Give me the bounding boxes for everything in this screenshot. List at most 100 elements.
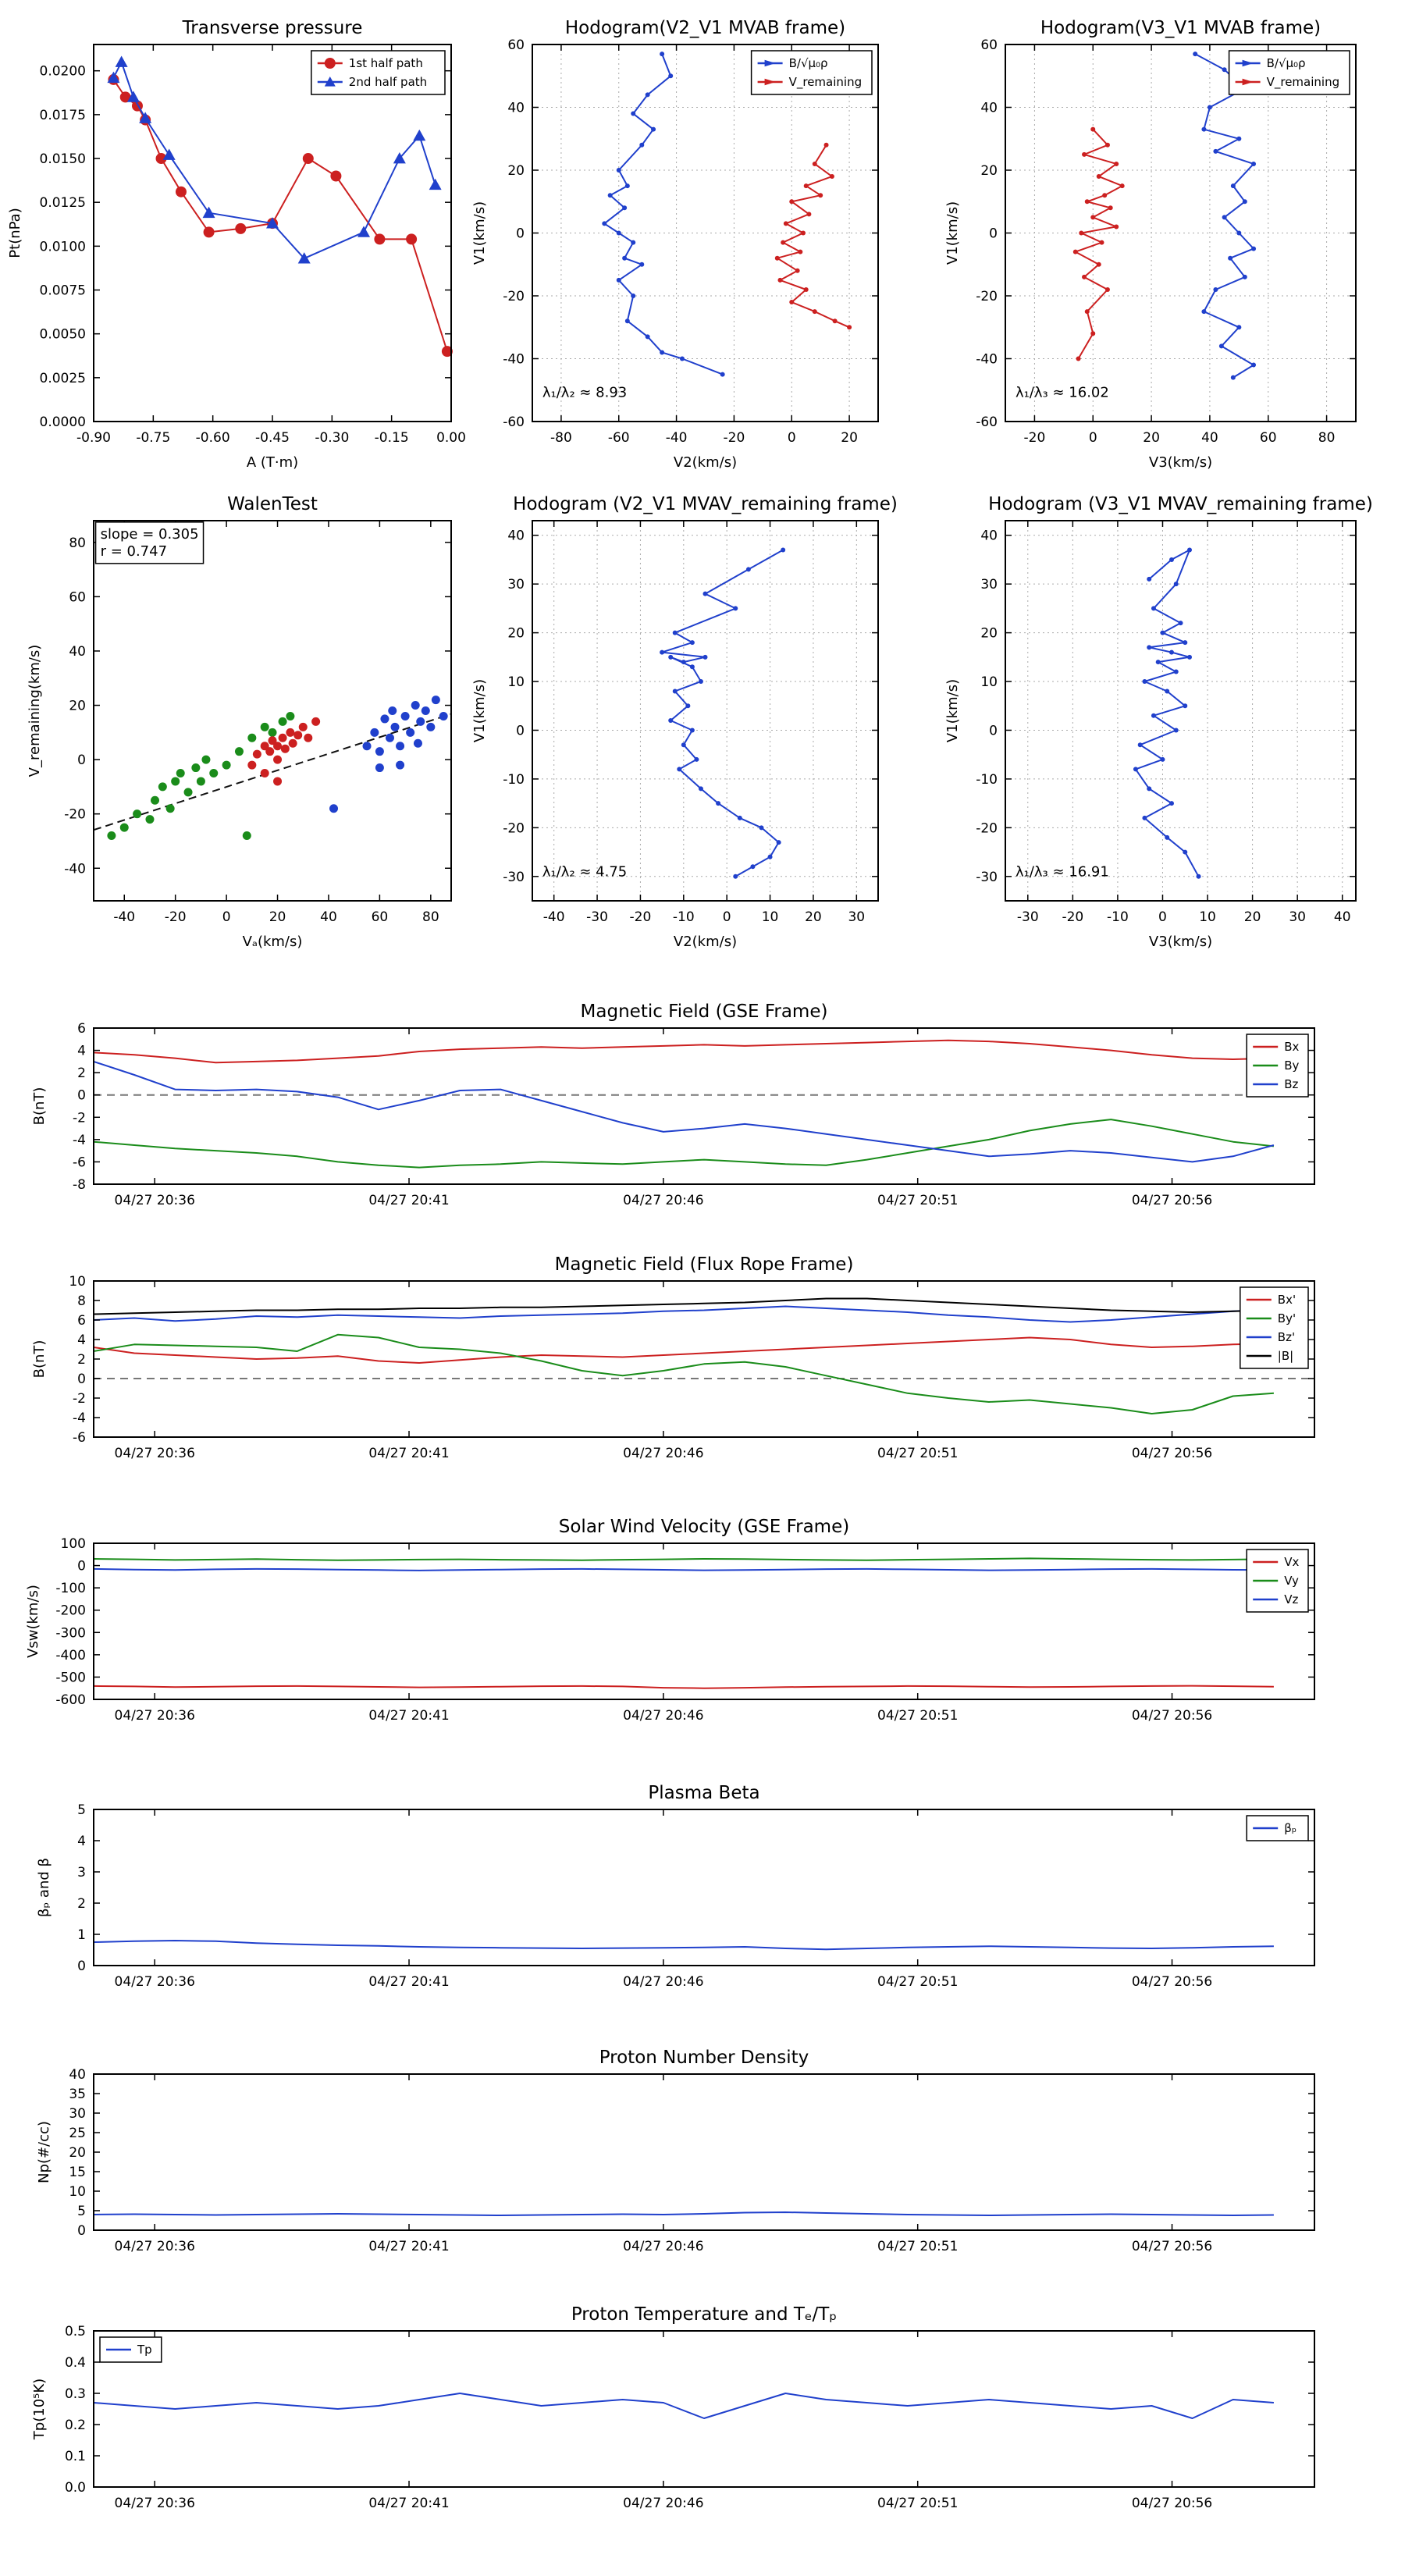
dot-marker (806, 212, 812, 217)
circle-marker (107, 831, 116, 841)
chart-title: Transverse pressure (182, 18, 363, 38)
dot-marker (1151, 606, 1156, 611)
x-tick-label: 20 (805, 909, 822, 925)
x-tick-label: 04/27 20:51 (877, 1446, 958, 1461)
circle-marker (302, 153, 314, 165)
dot-marker (1213, 286, 1218, 292)
circle-marker (260, 722, 269, 731)
dot-marker (1147, 645, 1152, 650)
y-tick-label: 4 (77, 1834, 86, 1849)
circle-marker (288, 738, 297, 748)
x-tick-label: 04/27 20:36 (115, 2239, 195, 2254)
circle-marker (222, 760, 231, 770)
dot-marker (677, 767, 682, 772)
dot-marker (1079, 230, 1084, 236)
x-tick-label: 60 (372, 909, 389, 925)
dot-marker (1082, 274, 1087, 279)
dot-marker (1230, 375, 1236, 380)
circle-marker (396, 742, 405, 751)
y-axis-label: V1(km/s) (471, 201, 488, 265)
circle-marker (133, 809, 142, 819)
circle-marker (298, 722, 308, 731)
y-tick-label: 20 (980, 163, 998, 179)
y-tick-label: 40 (69, 644, 86, 660)
dot-marker (1183, 640, 1188, 646)
y-tick-label: 20 (507, 626, 525, 642)
dot-marker (767, 854, 773, 859)
x-tick-label: 04/27 20:56 (1132, 2496, 1212, 2511)
chart-hodogram-v3v1-mvav: -30 -20 -10 0 10 20 30 40 -30 -20 -10 0 10 20 30 40 Hodo… (944, 494, 1373, 950)
y-tick-label: -2 (73, 1391, 86, 1407)
axes-frame (93, 2330, 1315, 2488)
y-tick-label: -40 (503, 352, 525, 368)
circle-marker (413, 738, 422, 748)
circle-marker (421, 706, 430, 715)
dot-marker (1193, 52, 1198, 57)
annotation-box (94, 521, 205, 564)
chart-title: Solar Wind Velocity (GSE Frame) (559, 1517, 849, 1537)
dot-marker (685, 703, 691, 709)
circle-marker (426, 722, 436, 731)
x-tick-label: 04/27 20:46 (623, 1974, 703, 1990)
y-tick-label: 5 (77, 1802, 86, 1818)
circle-marker (203, 226, 215, 238)
y-tick-label: 0.4 (65, 2355, 86, 2371)
annotation-text: λ₁/λ₃ ≈ 16.91 (1016, 863, 1109, 880)
dot-marker (1173, 728, 1179, 733)
panel-velocity-gse: 04/27 20:36 04/27 20:41 04/27 20:46 04/27 2… (25, 1517, 1315, 1724)
dot-marker (672, 688, 678, 694)
dot-marker (681, 742, 686, 748)
dot-marker (1213, 148, 1218, 154)
x-tick-label: 20 (841, 430, 858, 446)
legend-label: Bz' (1278, 1330, 1295, 1344)
chart-title: Hodogram (V2_V1 MVAV_remaining frame) (513, 494, 898, 514)
circle-marker (196, 777, 205, 786)
triangle-marker (357, 226, 371, 237)
chart-proton-temperature: 04/27 20:36 04/27 20:41 04/27 20:46 04/27 2… (31, 2304, 1315, 2511)
dot-marker (624, 183, 630, 189)
x-tick-label: 10 (1199, 909, 1216, 925)
x-tick-label: 40 (1334, 909, 1351, 925)
y-tick-label: 0 (77, 1088, 86, 1104)
dot-marker (1151, 713, 1156, 718)
y-tick-label: -6 (73, 1155, 86, 1170)
circle-marker (175, 186, 187, 197)
x-axis-label: V3(km/s) (1149, 934, 1212, 950)
dot-marker (694, 756, 699, 762)
series-Bz (93, 1060, 1275, 1163)
legend-label: |B| (1278, 1349, 1293, 1363)
circle-marker (374, 233, 386, 245)
circle-marker (280, 744, 290, 753)
x-tick-label: 04/27 20:41 (368, 1446, 449, 1461)
dot-marker (1160, 630, 1165, 635)
dot-marker (1133, 767, 1138, 772)
circle-marker (119, 91, 131, 103)
y-tick-label: 40 (980, 528, 998, 544)
y-tick-label: 30 (69, 2106, 86, 2122)
dot-marker (776, 840, 781, 845)
x-tick-label: 04/27 20:36 (115, 1446, 195, 1461)
dot-marker (812, 309, 817, 315)
circle-marker (278, 733, 287, 742)
dot-marker (1104, 142, 1110, 148)
series-fit (93, 713, 452, 831)
dot-marker (789, 199, 795, 205)
circle-marker (145, 815, 155, 824)
y-tick-label: 0.0 (65, 2480, 86, 2496)
dot-marker (681, 660, 686, 665)
axes-frame (532, 520, 879, 902)
axes-frame (93, 2073, 1315, 2231)
y-tick-label: -300 (55, 1625, 86, 1641)
x-tick-label: -10 (673, 909, 695, 925)
series-Vy (93, 1557, 1274, 1561)
dot-marker (1076, 356, 1081, 361)
dot-marker (1251, 246, 1257, 251)
circle-marker (252, 749, 261, 759)
legend: Tp (99, 2336, 162, 2363)
chart-transverse-pressure: -0.90 -0.75 -0.60 -0.45 -0.30 -0.15 0.00 0.0000… (7, 18, 466, 471)
x-tick-label: 04/27 20:41 (368, 1974, 449, 1990)
dot-marker (1102, 193, 1108, 198)
dot-marker (1096, 262, 1101, 267)
y-tick-label: -500 (55, 1670, 86, 1685)
dot-marker (1178, 621, 1183, 626)
